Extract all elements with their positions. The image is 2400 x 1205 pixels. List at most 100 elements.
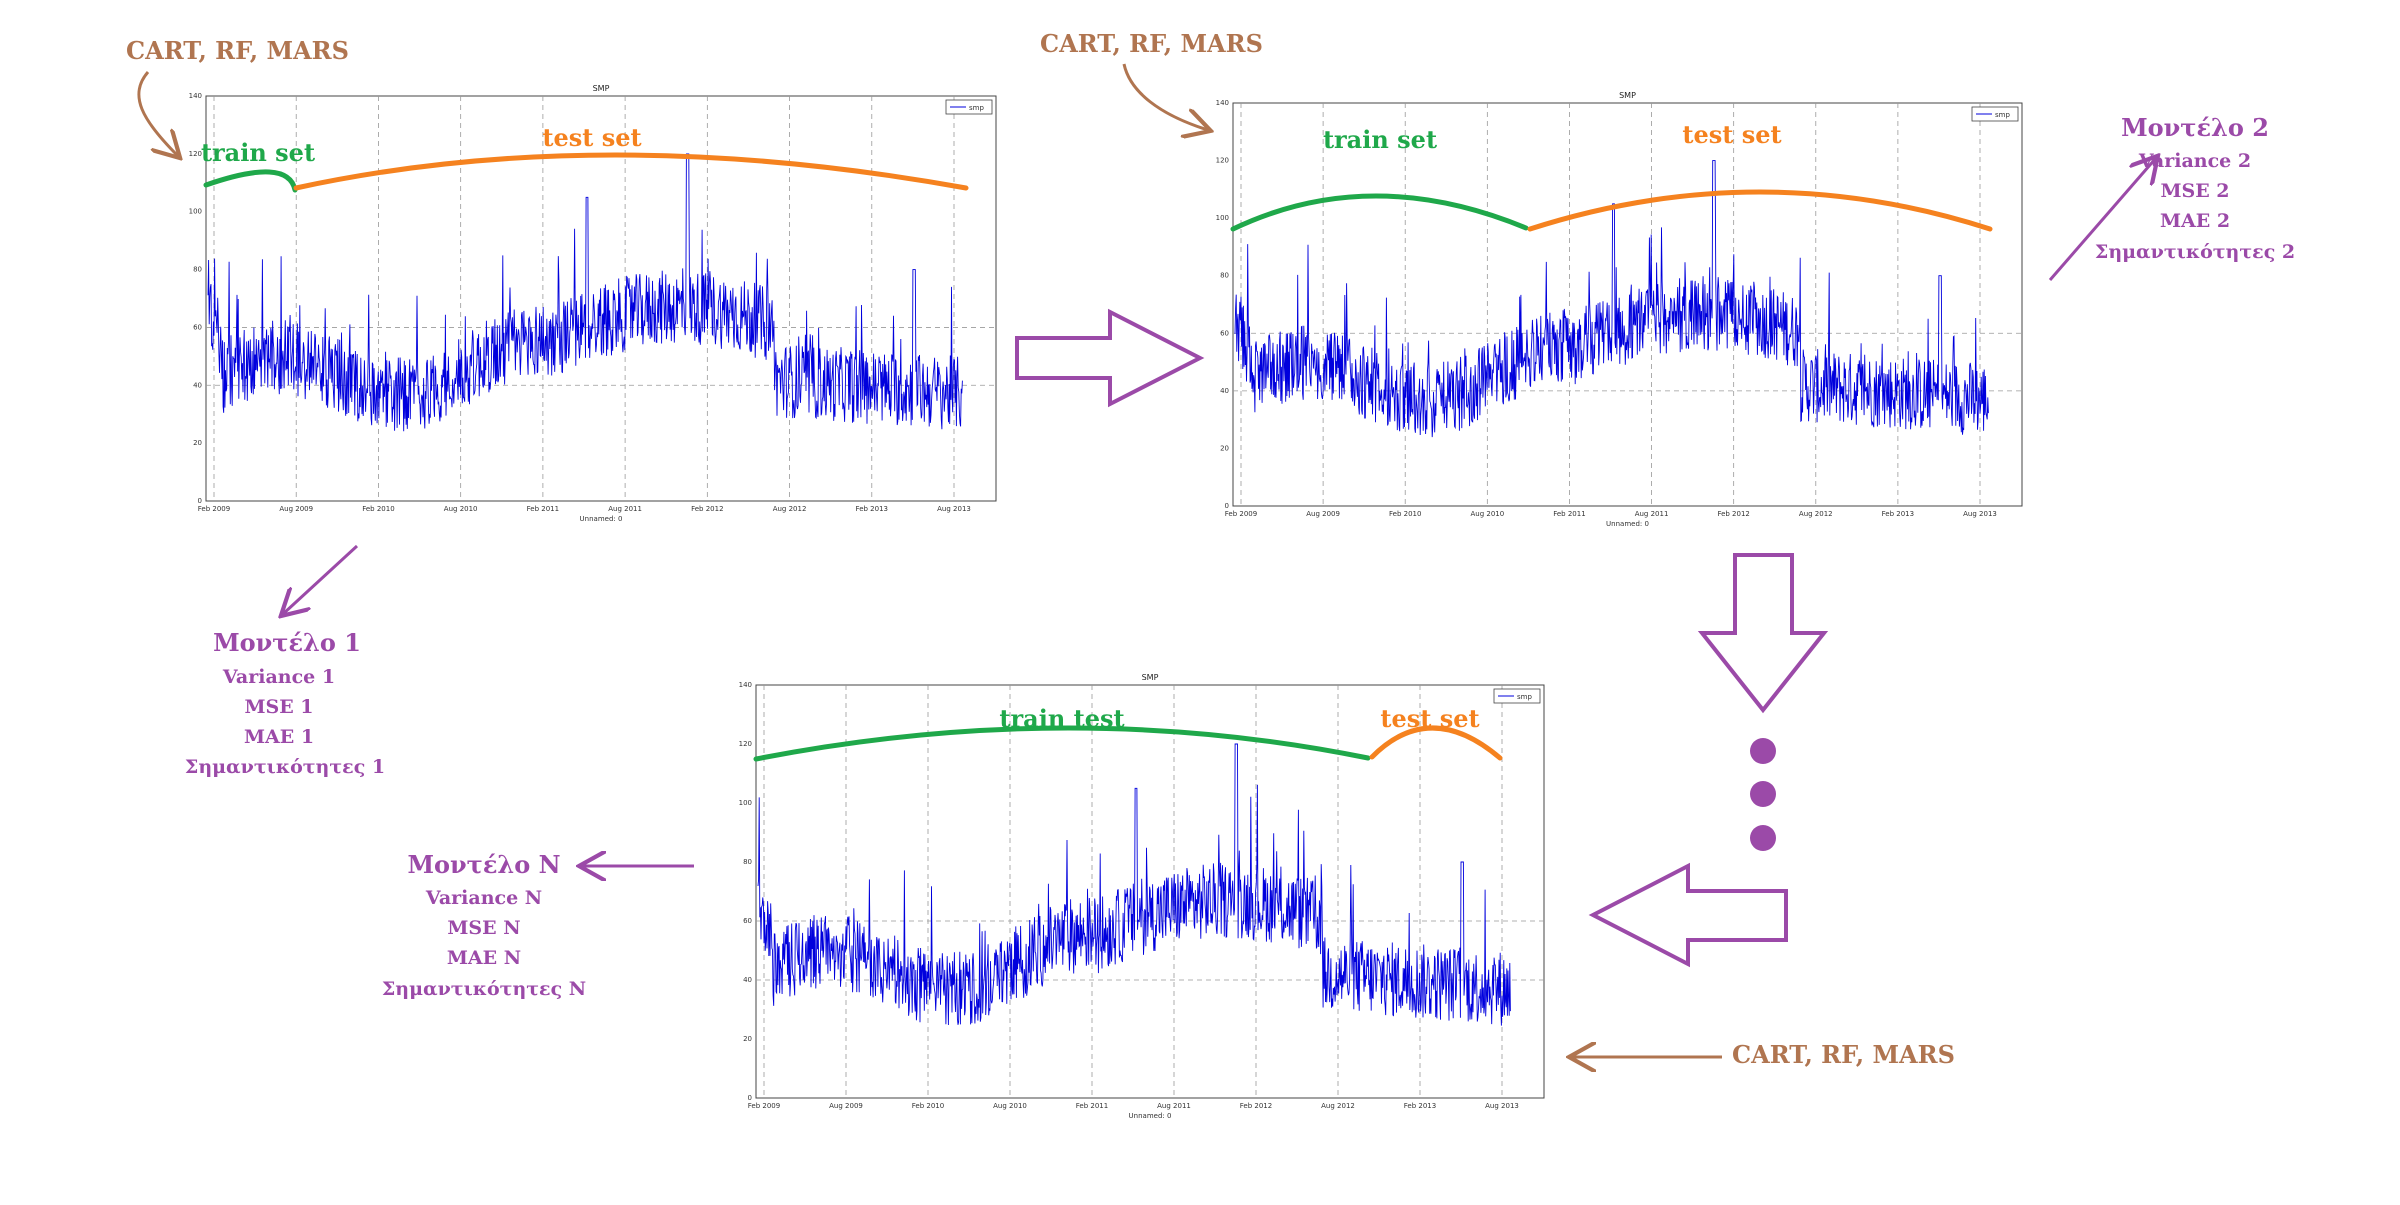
plot-frame <box>1232 102 2023 507</box>
legend-entry: smp <box>1995 111 2010 119</box>
x-tick-label: Aug 2011 <box>1157 1102 1191 1110</box>
legend-box <box>1493 688 1541 704</box>
series-line-smp <box>757 743 1511 1026</box>
block-arrow-down-icon <box>1697 553 1829 714</box>
y-tick-label: 60 <box>1220 329 1229 337</box>
y-tick-label: 0 <box>1225 502 1229 510</box>
legend-entry: smp <box>969 104 984 112</box>
train-set-brace <box>753 725 1371 762</box>
arrow-up-right-icon <box>2048 158 2156 281</box>
x-tick-label: Aug 2010 <box>1470 510 1504 518</box>
model-title: Μοντέλο 2 <box>2121 113 2269 142</box>
x-tick-label: Aug 2009 <box>1306 510 1340 518</box>
x-tick-label: Aug 2009 <box>279 505 313 513</box>
y-tick-label: 140 <box>189 92 202 100</box>
x-tick-label: Aug 2012 <box>773 505 807 513</box>
y-tick-label: 100 <box>739 799 752 807</box>
x-tick-label: Feb 2011 <box>1076 1102 1108 1110</box>
x-tick-label: Feb 2012 <box>1240 1102 1272 1110</box>
chart-title: SMP <box>1142 673 1159 682</box>
y-tick-label: 80 <box>193 266 202 274</box>
x-tick-label: Feb 2013 <box>856 505 888 513</box>
x-tick-label: Aug 2011 <box>608 505 642 513</box>
model-metric: MAE 2 <box>2160 210 2230 232</box>
x-tick-label: Aug 2013 <box>1963 510 1997 518</box>
x-tick-label: Feb 2013 <box>1882 510 1914 518</box>
train-set-brace <box>203 169 298 193</box>
test-set-brace <box>1527 189 1993 232</box>
y-tick-label: 80 <box>1220 272 1229 280</box>
y-tick-label: 120 <box>189 150 202 158</box>
chart-title: SMP <box>1619 91 1636 100</box>
algorithms-label-1: CART, RF, MARS <box>126 36 349 65</box>
x-tick-label: Aug 2013 <box>1485 1102 1519 1110</box>
model-metric: MSE 1 <box>244 696 313 718</box>
y-tick-label: 0 <box>748 1094 752 1102</box>
y-tick-label: 100 <box>1216 214 1229 222</box>
y-tick-label: 40 <box>743 976 752 984</box>
y-tick-label: 20 <box>1220 444 1229 452</box>
series-line-smp <box>207 153 963 432</box>
train-set-label: train test <box>999 704 1124 733</box>
train-set-brace <box>1230 193 1529 232</box>
x-tick-label: Feb 2009 <box>748 1102 780 1110</box>
algorithms-label-3: CART, RF, MARS <box>1732 1040 1955 1069</box>
model-title: Μοντέλο 1 <box>213 628 361 657</box>
curved-arrow-icon <box>1122 63 1208 130</box>
x-tick-label: Feb 2013 <box>1404 1102 1436 1110</box>
model-metric: Variance N <box>425 887 542 909</box>
x-axis-label: Unnamed: 0 <box>1606 520 1649 528</box>
chart-panel-1: SMP 0 20 40 60 80 100 120 140 Feb 2009 Aug 2009 Feb… <box>189 84 997 523</box>
x-tick-label: Feb 2011 <box>527 505 559 513</box>
y-tick-label: 40 <box>1220 387 1229 395</box>
ellipsis-dot-icon <box>1750 781 1776 807</box>
model-metric: Σημαντικότητες 1 <box>185 756 385 778</box>
test-set-label: test set <box>1380 704 1479 733</box>
test-set-label: test set <box>542 123 641 152</box>
y-tick-label: 40 <box>193 381 202 389</box>
model-metric: MSE 2 <box>2160 180 2229 202</box>
ellipsis-dot-icon <box>1750 825 1776 851</box>
test-set-brace <box>1369 725 1503 761</box>
x-tick-label: Aug 2012 <box>1321 1102 1355 1110</box>
y-tick-label: 60 <box>743 917 752 925</box>
x-tick-label: Feb 2010 <box>912 1102 944 1110</box>
block-arrow-right-icon <box>1015 308 1205 408</box>
chart-panel-2: SMP 0 20 40 60 80 100 120 140 Feb 2009 Aug 2009 Feb… <box>1216 91 2023 528</box>
block-arrow-left-icon <box>1588 862 1788 968</box>
y-tick-label: 120 <box>739 740 752 748</box>
train-set-label: train set <box>201 138 315 167</box>
algorithms-label-2: CART, RF, MARS <box>1040 29 1263 58</box>
x-tick-label: Aug 2009 <box>829 1102 863 1110</box>
x-tick-label: Aug 2010 <box>444 505 478 513</box>
legend-entry: smp <box>1517 693 1532 701</box>
ellipsis-dot-icon <box>1750 738 1776 764</box>
y-tick-label: 100 <box>189 208 202 216</box>
x-tick-label: Feb 2012 <box>1717 510 1749 518</box>
y-tick-label: 60 <box>193 323 202 331</box>
x-tick-label: Aug 2013 <box>937 505 971 513</box>
x-axis-label: Unnamed: 0 <box>580 515 623 523</box>
train-set-label: train set <box>1323 125 1437 154</box>
model-metric: MSE N <box>447 917 520 939</box>
x-tick-label: Feb 2009 <box>198 505 230 513</box>
y-tick-label: 120 <box>1216 157 1229 165</box>
chart-title: SMP <box>593 84 610 93</box>
test-set-brace <box>293 152 969 191</box>
y-tick-label: 140 <box>739 681 752 689</box>
x-tick-label: Aug 2010 <box>993 1102 1027 1110</box>
model-2-block: Μοντέλο 2 Variance 2 MSE 2 MAE 2 Σημαντι… <box>2095 113 2295 263</box>
test-set-label: test set <box>1682 120 1781 149</box>
model-n-block: Μοντέλο Ν Variance N MSE N MAE N Σημαντι… <box>382 850 586 1000</box>
model-metric: Σημαντικότητες 2 <box>2095 241 2295 263</box>
x-tick-label: Feb 2010 <box>1389 510 1421 518</box>
model-metric: Σημαντικότητες Ν <box>382 978 586 1000</box>
chart-panel-3: SMP 0 20 40 60 80 100 120 140 Feb 2009 Aug 2009 Feb… <box>739 673 1545 1120</box>
y-tick-label: 20 <box>193 439 202 447</box>
x-tick-label: Feb 2011 <box>1553 510 1585 518</box>
legend-box <box>945 99 993 115</box>
y-tick-label: 140 <box>1216 99 1229 107</box>
legend-box <box>1971 106 2019 122</box>
y-tick-label: 20 <box>743 1035 752 1043</box>
